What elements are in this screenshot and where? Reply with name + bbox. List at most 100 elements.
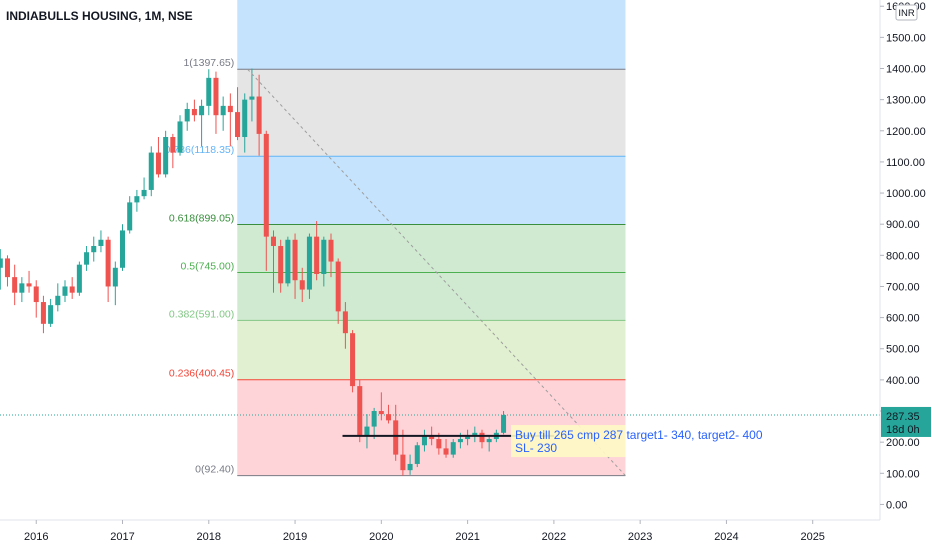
candle-body [486,439,492,443]
annotation-line-1[interactable]: Buy till 265 cmp 287 target1- 340, targe… [515,428,763,442]
candle-body [48,305,54,324]
candle-2019-06 [328,233,334,278]
candle-2015-10 [12,264,18,306]
candle-2019-05 [321,236,327,287]
candle-body [256,96,262,134]
candle-body [26,283,32,287]
candle-body [170,137,176,153]
candle-2016-08 [84,245,90,271]
candle-body [19,283,25,293]
candle-body [263,133,269,237]
candle-body [12,277,18,293]
candle-2016-01 [33,280,39,318]
time-axis-panel[interactable] [0,520,932,550]
candle-2015-11 [19,277,25,303]
candle-2016-07 [76,261,82,296]
candle-body [357,386,363,436]
candle-2015-12 [26,270,32,293]
last-price-countdown: 18d 0h [886,424,920,436]
candle-2020-05 [407,454,413,475]
candle-body [450,442,456,455]
candle-body [69,286,75,293]
currency-badge[interactable] [895,4,918,21]
fib-zone-4 [237,320,626,380]
x-tick-label: 2018 [197,531,221,543]
candle-2020-11 [450,439,456,458]
fib-label-6: 0(92.40) [195,464,234,476]
candle-body [62,286,68,296]
candle-2018-10 [270,230,277,293]
y-tick-label: 200.00 [886,437,920,449]
candle-2017-01 [119,224,126,271]
candle-body [465,435,471,440]
candle-2016-02 [40,295,46,334]
candle-body [119,230,126,268]
x-tick-label: 2016 [24,531,48,543]
candle-2017-02 [127,196,133,234]
candle-body [299,280,305,290]
trendline[interactable] [247,68,626,477]
candle-2019-12 [371,407,377,440]
candle-body [148,152,154,190]
x-tick-label: 2023 [628,531,652,543]
candle-body [285,239,291,284]
candle-body [84,252,90,265]
candle-body [386,414,392,421]
candle-body [155,152,161,175]
candle-body [350,333,356,387]
candle-2016-11 [105,236,111,303]
candle-body [270,236,277,246]
candle-body [414,445,420,464]
candle-2020-01 [378,392,384,421]
fib-zone-0 [237,0,626,70]
candle-body [501,414,507,433]
candle-body [306,236,312,290]
candle-body [55,295,61,306]
y-tick-label: 1400.00 [886,64,926,76]
fib-label-4: 0.382(591.00) [169,308,234,320]
candle-body [393,420,399,455]
candle-2018-11 [278,239,284,293]
last-price-badge [881,406,931,437]
candle-2017-05 [148,146,154,197]
fib-label-2: 0.618(899.05) [169,212,234,224]
candle-body [249,96,255,100]
candle-body [199,105,205,116]
candle-body [227,105,233,113]
candle-2016-09 [91,236,97,262]
candle-body [335,261,341,312]
candle-2019-11 [364,414,370,449]
y-tick-label: 1200.00 [886,126,926,138]
y-tick-label: 400.00 [886,375,920,387]
time-axis: 2016 2017 2018 2019 2020 2021 2022 2023 2024 2025 [24,520,825,543]
candle-2019-04 [314,221,320,281]
candle-2017-03 [134,189,140,212]
candle-body [134,196,140,203]
candle-2017-11 [191,99,197,122]
candle-body [127,202,133,231]
fib-label-3: 0.5(745.00) [181,260,235,272]
candle-2020-07 [421,429,427,452]
candle-2018-07 [249,68,255,122]
candle-2017-12 [199,99,205,147]
fib-zone-2 [237,156,626,225]
candle-body [220,105,226,116]
candle-2019-09 [350,330,356,393]
candle-2018-12 [285,236,291,287]
candle-body [98,239,104,246]
x-tick-label: 2022 [542,531,566,543]
annotation-line-2[interactable]: SL- 230 [515,441,557,455]
candle-body [112,267,118,287]
candle-body [407,463,413,471]
candle-body [429,435,435,440]
candle-body [33,286,39,303]
candle-body [436,439,442,449]
candle-2016-10 [98,230,104,253]
candle-2018-05 [235,87,241,141]
y-tick-label: 1300.00 [886,95,926,107]
x-tick-label: 2021 [455,531,479,543]
candle-2015-08 [0,249,3,290]
fib-label-5: 0.236(400.45) [169,368,234,380]
candle-2018-01 [206,69,212,116]
